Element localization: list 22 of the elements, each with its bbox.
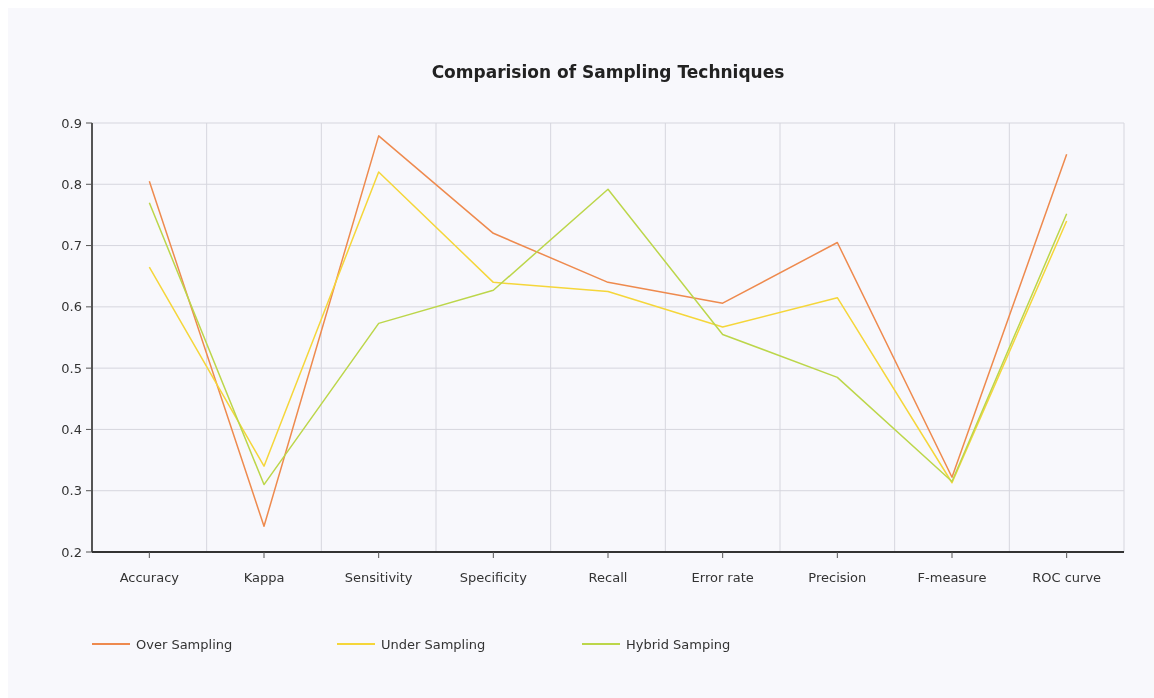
y-tick-label: 0.5 (61, 360, 82, 376)
x-tick-label: Sensitivity (344, 570, 413, 585)
x-tick-label: ROC curve (1032, 570, 1102, 585)
y-tick-label: 0.6 (61, 299, 82, 315)
x-tick-label: Recall (588, 570, 628, 585)
y-tick-label: 0.3 (61, 483, 82, 499)
x-tick-label: Accuracy (119, 570, 180, 585)
y-tick-label: 0.8 (61, 176, 82, 192)
legend-label: Under Sampling (381, 636, 486, 652)
x-tick-label: F-measure (917, 570, 987, 585)
x-tick-label: Precision (808, 570, 867, 585)
y-tick-label: 0.7 (61, 238, 82, 254)
legend-label: Over Sampling (136, 636, 233, 652)
x-tick-label: Error rate (691, 570, 754, 585)
legend-label: Hybrid Samping (626, 636, 731, 652)
y-tick-label: 0.4 (61, 421, 82, 437)
y-tick-label: 0.9 (61, 115, 82, 131)
x-tick-label: Specificity (459, 570, 528, 585)
x-tick-label: Kappa (243, 570, 285, 585)
y-tick-label: 0.2 (61, 544, 82, 560)
chart-title: Comparision of Sampling Techniques (431, 62, 785, 82)
line-series (148, 135, 1068, 528)
